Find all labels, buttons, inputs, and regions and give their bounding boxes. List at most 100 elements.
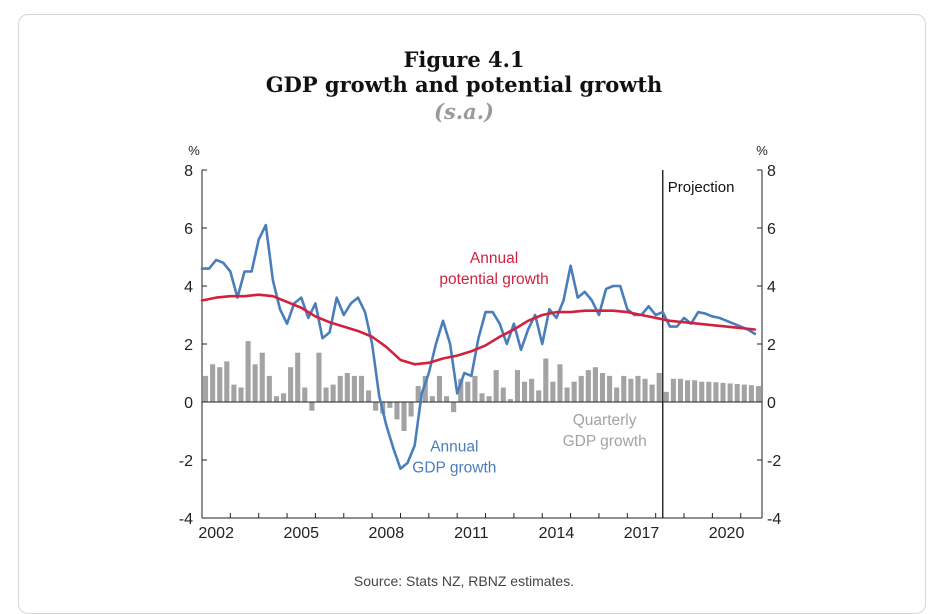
bar-77 xyxy=(748,385,754,402)
bar-55 xyxy=(592,367,598,402)
bar-18 xyxy=(330,384,336,402)
left-tick-label--4: -4 xyxy=(179,511,193,528)
bar-57 xyxy=(607,375,613,402)
potential-growth-label-line-1: potential growth xyxy=(439,271,548,288)
quarterly-gdp-bars xyxy=(202,341,761,431)
bar-52 xyxy=(571,381,577,402)
x-tick-label-2005: 2005 xyxy=(283,525,319,542)
bar-5 xyxy=(238,387,244,402)
left-unit-label: % xyxy=(188,143,200,158)
bar-45 xyxy=(521,381,528,402)
bar-21 xyxy=(351,375,357,402)
left-tick-label-4: 4 xyxy=(184,279,193,296)
bar-39 xyxy=(479,393,485,402)
bar-15 xyxy=(309,402,315,411)
bar-11 xyxy=(280,393,287,402)
bar-6 xyxy=(245,341,251,402)
right-tick-label-2: 2 xyxy=(767,337,776,354)
bar-50 xyxy=(557,364,563,402)
chart-title: Figure 4.1 xyxy=(403,47,525,72)
bar-33 xyxy=(436,375,443,402)
bar-48 xyxy=(543,358,549,402)
bar-38 xyxy=(472,375,478,402)
bar-36 xyxy=(458,378,464,402)
bar-23 xyxy=(366,390,372,402)
bar-0 xyxy=(202,375,209,402)
bar-64 xyxy=(656,373,662,402)
x-tick-label-2002: 2002 xyxy=(198,525,234,542)
x-tick-label-2020: 2020 xyxy=(709,525,745,542)
bar-8 xyxy=(259,352,265,402)
bar-59 xyxy=(621,375,627,402)
right-tick-label--4: -4 xyxy=(767,511,781,528)
bar-46 xyxy=(529,378,535,402)
bar-61 xyxy=(635,375,641,402)
series-labels: Annual potential growth Annual GDP growth Qu… xyxy=(412,250,646,477)
bar-41 xyxy=(493,370,499,402)
x-tick-label-2014: 2014 xyxy=(539,525,575,542)
bar-69 xyxy=(692,380,698,402)
right-unit-label: % xyxy=(756,143,768,158)
bar-26 xyxy=(387,402,393,408)
potential-growth-label-line-0: Annual xyxy=(470,250,518,267)
bar-3 xyxy=(224,361,230,402)
bar-63 xyxy=(649,384,655,402)
bar-7 xyxy=(252,364,258,402)
left-tick-label-8: 8 xyxy=(184,163,193,180)
right-tick-label-8: 8 xyxy=(767,163,776,180)
right-tick-label-4: 4 xyxy=(767,279,776,296)
bar-62 xyxy=(642,378,648,402)
bar-73 xyxy=(720,382,726,402)
left-tick-label-0: 0 xyxy=(184,395,193,412)
bar-28 xyxy=(401,402,407,431)
bar-72 xyxy=(713,382,719,402)
left-tick-label--2: -2 xyxy=(179,453,193,470)
x-tick-label-2017: 2017 xyxy=(624,525,660,542)
bar-40 xyxy=(486,396,492,402)
bar-44 xyxy=(514,370,520,402)
bar-24 xyxy=(373,402,379,411)
bar-19 xyxy=(337,375,343,402)
bar-58 xyxy=(614,387,620,402)
bar-53 xyxy=(578,375,584,402)
annual-gdp-label-line-1: GDP growth xyxy=(412,459,496,476)
bar-29 xyxy=(408,402,414,417)
left-tick-label-2: 2 xyxy=(184,337,193,354)
bar-2 xyxy=(217,367,223,402)
bar-14 xyxy=(302,387,308,402)
bar-51 xyxy=(564,387,570,402)
bar-42 xyxy=(500,387,506,402)
annual-gdp-label-line-0: Annual xyxy=(430,438,478,455)
axes: -4 -4 -2 -2 0 0 2 2 4 4 6 6 8 8% % 2002 2005 2008 2011 2014… xyxy=(179,143,782,542)
bar-22 xyxy=(358,375,365,402)
bar-32 xyxy=(429,396,435,402)
bar-54 xyxy=(585,370,591,402)
bar-20 xyxy=(344,373,350,402)
chart-note: (s.a.) xyxy=(434,99,494,124)
line-series-0 xyxy=(200,223,757,470)
bar-67 xyxy=(677,378,684,402)
series-lines xyxy=(200,223,757,470)
x-tick-label-2008: 2008 xyxy=(369,525,405,542)
bar-78 xyxy=(755,386,761,402)
right-tick-label-6: 6 xyxy=(767,221,776,238)
bar-16 xyxy=(316,352,322,402)
bar-35 xyxy=(451,402,457,413)
bar-17 xyxy=(323,387,329,402)
bar-37 xyxy=(465,381,471,402)
bar-13 xyxy=(295,352,301,402)
bar-4 xyxy=(231,384,237,402)
bar-74 xyxy=(727,383,733,402)
bar-65 xyxy=(663,391,669,402)
bar-1 xyxy=(210,364,216,402)
bar-60 xyxy=(628,378,634,402)
x-tick-label-2011: 2011 xyxy=(454,525,489,542)
bar-9 xyxy=(266,375,272,402)
source-note: Source: Stats NZ, RBNZ estimates. xyxy=(353,573,575,589)
bar-70 xyxy=(699,381,705,402)
quarterly-gdp-label-line-0: Quarterly xyxy=(573,412,637,429)
bar-10 xyxy=(273,396,279,402)
bar-68 xyxy=(685,380,691,402)
bar-12 xyxy=(288,367,294,402)
bar-56 xyxy=(599,373,606,402)
